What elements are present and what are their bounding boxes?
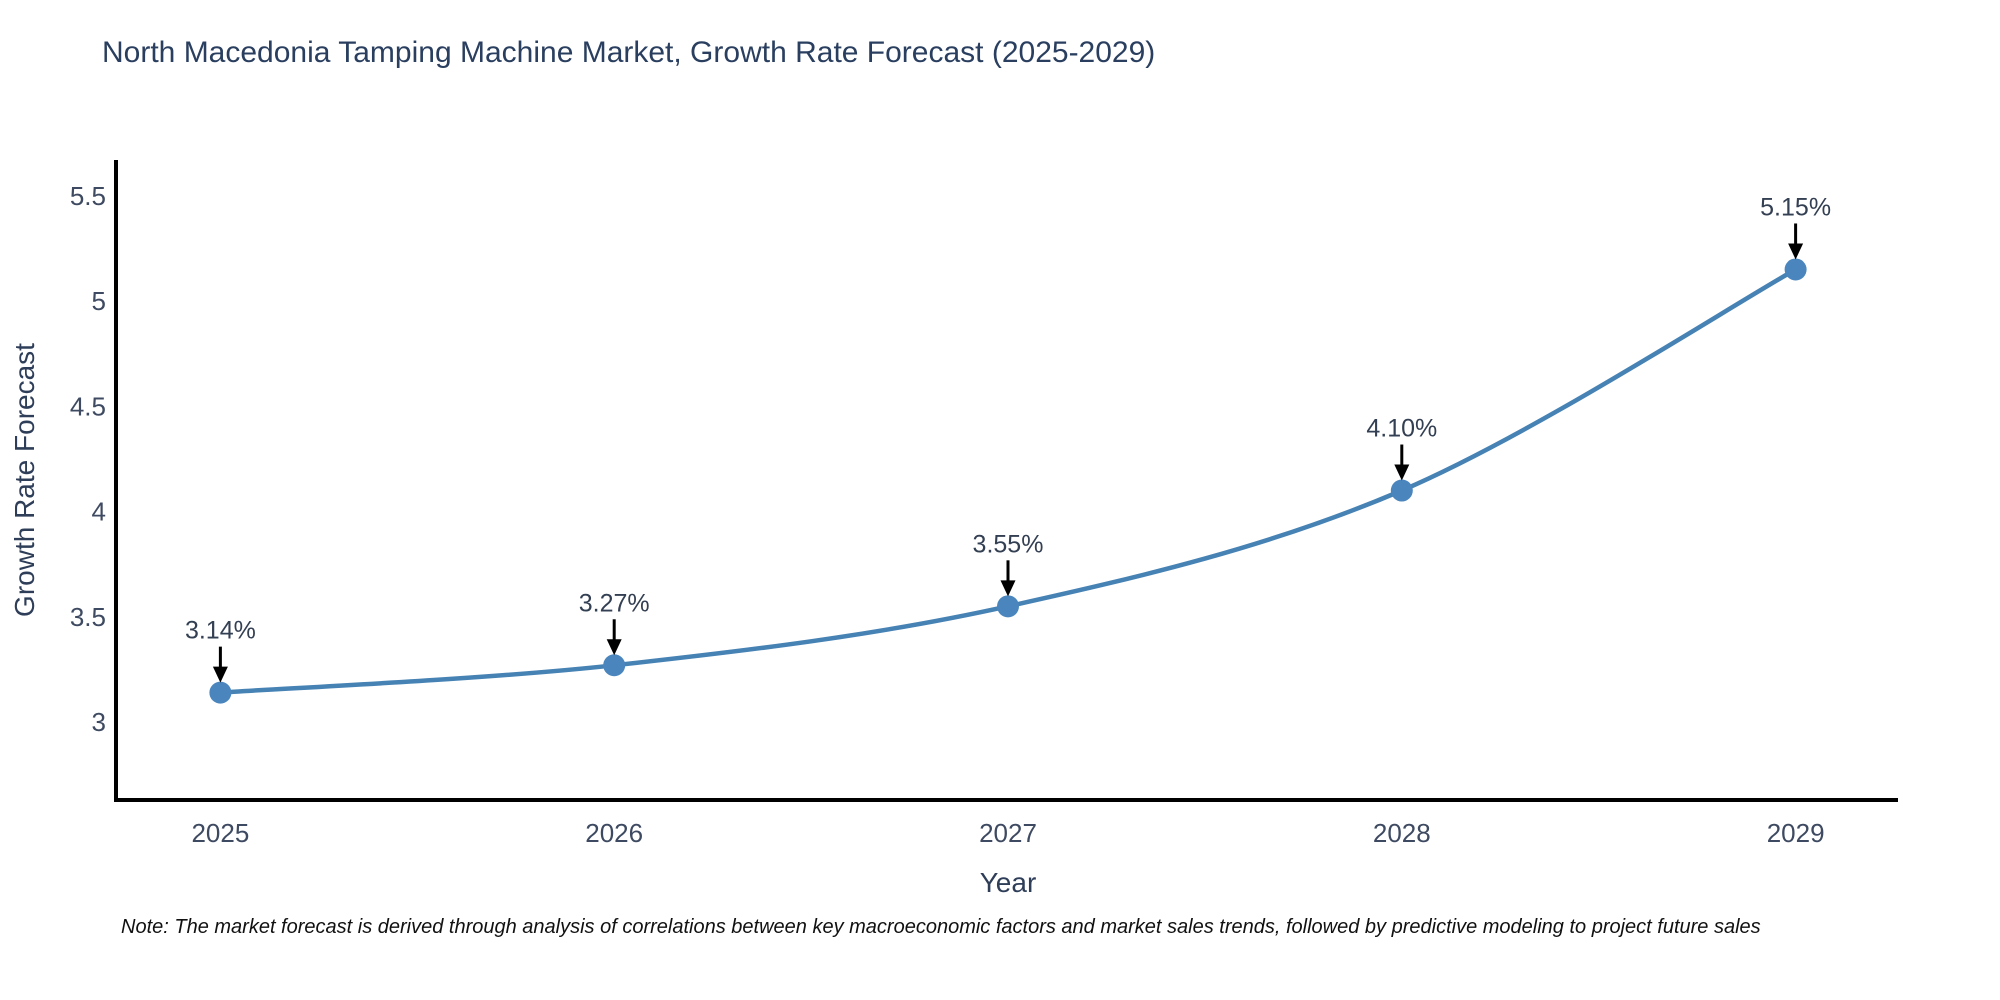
x-tick-label: 2025 [191,818,249,848]
data-point-marker [209,681,232,704]
data-point-marker [1784,258,1807,281]
x-tick-label: 2028 [1373,818,1431,848]
annotation-arrow-head [1788,243,1804,260]
y-tick-label: 3.5 [70,602,106,632]
y-tick-label: 5 [92,286,106,316]
y-tick-label: 3 [92,707,106,737]
annotation-arrow-head [1000,580,1016,597]
x-tick-label: 2027 [979,818,1037,848]
annotation-label: 3.55% [973,530,1044,558]
annotation-label: 5.15% [1760,193,1831,221]
trend-line [218,267,1798,695]
y-tick-label: 4.5 [70,391,106,421]
y-axis-title: Growth Rate Forecast [9,343,40,617]
data-point-marker [1390,479,1413,502]
annotation-label: 3.27% [579,589,650,617]
y-tick-label: 5.5 [70,181,106,211]
x-tick-label: 2026 [585,818,643,848]
annotation-arrow-head [212,666,228,683]
annotation-label: 3.14% [185,617,256,645]
annotation-label: 4.10% [1366,415,1437,443]
annotation-arrow-head [606,639,622,656]
data-point-marker [603,654,626,677]
footnote: Note: The market forecast is derived thr… [121,916,1761,938]
x-tick-label: 2029 [1767,818,1825,848]
data-point-marker [997,595,1019,618]
y-tick-label: 4 [92,497,106,527]
x-axis-title: Year [980,867,1037,898]
chart-title: North Macedonia Tamping Machine Market, … [102,36,1156,69]
annotation-arrow-head [1394,464,1410,481]
